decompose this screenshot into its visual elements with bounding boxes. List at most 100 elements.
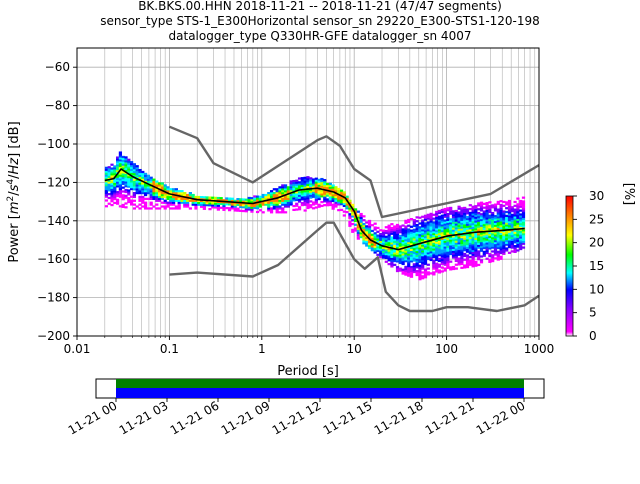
density-cell (505, 201, 509, 204)
density-cell (171, 203, 176, 206)
density-cell (132, 168, 137, 172)
density-cell (297, 206, 302, 209)
density-cell (118, 205, 123, 208)
density-cell (202, 203, 206, 207)
density-cell (474, 210, 478, 214)
density-cell (334, 188, 338, 191)
density-cell (463, 264, 467, 267)
density-cell (152, 205, 156, 208)
density-cell (479, 209, 484, 212)
density-cell (141, 192, 145, 195)
density-cell (426, 215, 430, 218)
density-cell (107, 173, 111, 177)
density-cell (387, 236, 391, 239)
density-cell (104, 176, 109, 179)
density-cell (180, 192, 184, 195)
density-cell (306, 195, 310, 198)
density-cell (421, 265, 425, 268)
density-cell (437, 269, 442, 272)
density-cell (437, 227, 442, 230)
density-cell (395, 239, 400, 242)
density-cell (460, 255, 464, 258)
density-cell (278, 188, 282, 191)
density-cell (474, 247, 478, 250)
density-cell (454, 254, 458, 257)
density-cell (163, 193, 167, 197)
density-cell (292, 199, 296, 202)
density-cell (303, 197, 307, 201)
density-cell (157, 197, 162, 200)
density-cell (451, 219, 456, 223)
density-cell (351, 215, 355, 218)
density-cell (418, 237, 422, 240)
density-cell (482, 229, 486, 232)
density-cell (446, 236, 450, 239)
density-cell (337, 197, 341, 200)
density-cell (163, 186, 167, 189)
density-cell (328, 186, 332, 189)
density-cell (519, 240, 523, 243)
density-cell (505, 241, 509, 244)
density-cell (421, 277, 425, 280)
density-cell (116, 192, 120, 196)
density-cell (491, 250, 495, 253)
density-cell (384, 251, 388, 254)
density-cell (104, 182, 109, 185)
density-cell (435, 224, 439, 227)
density-cell (197, 201, 201, 204)
density-cell (348, 216, 352, 220)
density-cell (493, 205, 498, 208)
density-cell (141, 172, 145, 176)
density-cell (373, 249, 377, 252)
density-cell (429, 231, 433, 235)
density-cell (309, 196, 313, 199)
density-cell (437, 232, 442, 236)
density-cell (426, 273, 430, 276)
density-cell (169, 190, 173, 193)
density-cell (415, 262, 419, 265)
density-cell (157, 184, 162, 187)
density-cell (163, 184, 167, 187)
density-cell (359, 218, 363, 221)
density-cell (157, 195, 162, 199)
density-cell (384, 231, 388, 235)
x-tick-label: 0.1 (160, 342, 179, 356)
density-cell (239, 205, 243, 209)
density-cell (432, 232, 436, 236)
density-cell (362, 234, 366, 237)
density-cell (418, 270, 422, 273)
density-cell (493, 257, 498, 260)
density-cell (446, 212, 450, 216)
density-cell (272, 203, 276, 206)
density-cell (407, 259, 411, 262)
density-cell (362, 224, 366, 228)
density-cell (493, 203, 498, 206)
density-cell (317, 196, 321, 199)
density-cell (401, 259, 405, 262)
density-cell (519, 244, 523, 247)
density-cell (488, 239, 492, 242)
density-cell (303, 184, 307, 187)
density-cell (409, 256, 414, 259)
density-cell (199, 197, 204, 201)
density-cell (144, 203, 148, 206)
density-cell (379, 233, 383, 236)
density-cell (289, 199, 293, 202)
density-cell (135, 172, 139, 176)
density-cell (278, 197, 282, 200)
density-cell (278, 199, 282, 202)
density-cell (521, 196, 526, 199)
density-cell (395, 252, 400, 255)
density-cell (275, 203, 279, 206)
density-cell (493, 222, 498, 225)
density-cell (135, 176, 139, 179)
density-cell (320, 204, 324, 208)
density-cell (460, 253, 464, 256)
density-cell (443, 240, 447, 243)
density-cell (510, 217, 514, 220)
density-cell (485, 217, 489, 220)
density-cell (404, 252, 408, 255)
density-cell (468, 207, 472, 211)
density-cell (440, 210, 444, 214)
density-cell (468, 221, 472, 224)
